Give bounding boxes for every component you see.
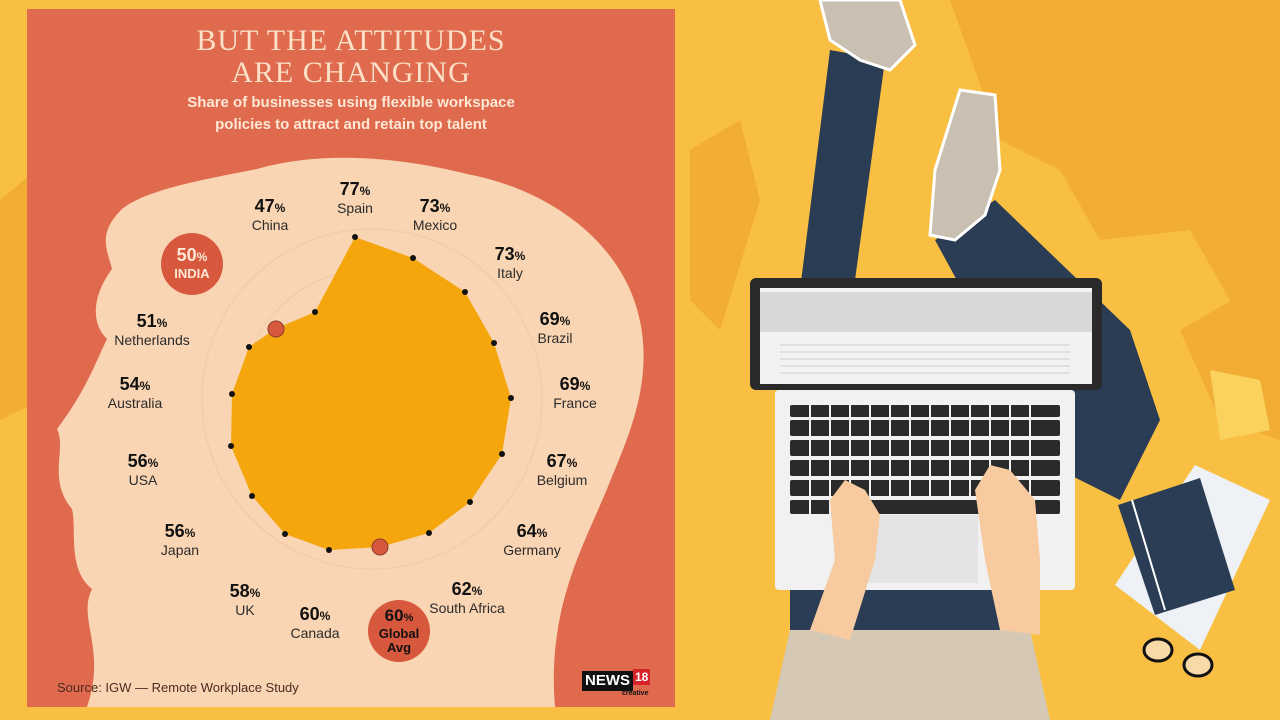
country-label: 77% Spain	[337, 180, 373, 216]
country-name: Mexico	[412, 217, 458, 233]
country-label: 62% South Africa	[429, 580, 505, 616]
country-name: South Africa	[429, 600, 505, 616]
country-label: 67% Belgium	[537, 452, 588, 488]
country-name: China	[251, 217, 289, 233]
country-name: Netherlands	[114, 332, 190, 348]
country-label: 60% Canada	[290, 605, 339, 641]
country-label: 56% Japan	[161, 522, 199, 558]
country-name: Brazil	[537, 330, 573, 346]
country-value: 77%	[339, 179, 371, 199]
country-name: Belgium	[536, 472, 588, 488]
global-avg-badge: 60% Global Avg	[368, 600, 430, 662]
country-name: Australia	[107, 395, 163, 411]
chart-title: BUT THE ATTITUDES ARE CHANGING	[196, 24, 506, 89]
country-label: 73% Mexico	[413, 197, 457, 233]
country-value: 56%	[127, 451, 159, 471]
country-name: USA	[128, 472, 158, 488]
country-label: 69% Brazil	[537, 310, 572, 346]
country-value: 73%	[419, 196, 451, 216]
india-badge: 50% INDIA	[161, 233, 223, 295]
chart-subtitle: Share of businesses using flexible works…	[187, 94, 515, 133]
country-value: 64%	[516, 521, 548, 541]
country-value: 60%	[299, 604, 331, 624]
country-label: 54% Australia	[108, 375, 162, 411]
hand-right-icon	[975, 465, 1040, 635]
shoe-right-icon	[928, 88, 1002, 242]
country-name: France	[553, 395, 597, 411]
news18-logo: NEWS 18 creative	[582, 669, 654, 697]
country-value: 69%	[539, 309, 571, 329]
infographic-card: BUT THE ATTITUDES ARE CHANGING Share of …	[27, 9, 675, 707]
country-label: 69% France	[553, 375, 597, 411]
country-label: 58% UK	[230, 582, 261, 618]
torso	[770, 630, 1050, 720]
head-silhouette-radar	[57, 157, 644, 707]
notebook-icon	[1118, 478, 1235, 615]
country-name: Japan	[160, 542, 200, 558]
glasses-icon	[1142, 637, 1214, 678]
hand-left-icon	[810, 480, 880, 640]
country-name: Italy	[497, 265, 523, 281]
shoe-left-icon	[818, 0, 917, 72]
country-label: 73% Italy	[495, 245, 526, 281]
source-note: Source: IGW — Remote Workplace Study	[57, 680, 299, 695]
leg-left	[800, 50, 885, 290]
country-value: 58%	[229, 581, 261, 601]
global-avg-marker	[371, 538, 389, 556]
laptop-illustration	[750, 0, 1270, 720]
country-name: UK	[235, 602, 255, 618]
country-label: 51% Netherlands	[114, 312, 190, 348]
country-label: 56% USA	[128, 452, 159, 488]
country-label: 64% Germany	[503, 522, 561, 558]
country-name: Canada	[290, 625, 340, 641]
country-name: Spain	[337, 200, 373, 216]
country-value: 73%	[494, 244, 526, 264]
country-value: 47%	[254, 196, 286, 216]
radar-area	[231, 237, 511, 550]
trackpad	[868, 515, 978, 583]
country-value: 69%	[559, 374, 591, 394]
country-value: 62%	[451, 579, 483, 599]
country-name: Germany	[503, 542, 561, 558]
country-value: 51%	[136, 311, 168, 331]
country-value: 54%	[119, 374, 151, 394]
country-value: 56%	[164, 521, 196, 541]
india-marker	[267, 320, 285, 338]
country-value: 67%	[546, 451, 578, 471]
country-label: 47% China	[252, 197, 289, 233]
